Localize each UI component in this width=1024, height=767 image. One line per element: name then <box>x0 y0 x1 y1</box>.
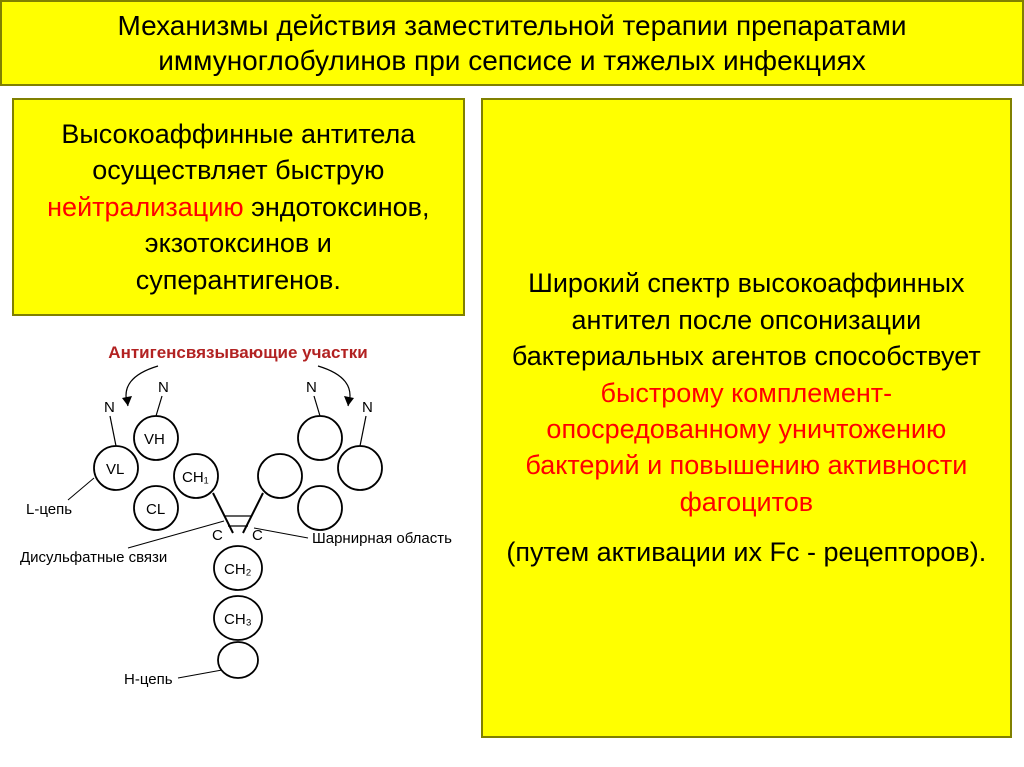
n-line-3 <box>314 396 320 416</box>
n-line-2 <box>156 396 162 416</box>
c-label-l: C <box>212 527 223 544</box>
vl-label: VL <box>106 461 124 478</box>
vh-label: VH <box>144 431 165 448</box>
left-text-box: Высокоаффинные антитела осуществляет быс… <box>12 98 465 316</box>
vh-lobe-r <box>298 416 342 460</box>
n-label-4: N <box>362 399 373 416</box>
cl-lobe-r <box>298 486 342 530</box>
right-column: Широкий спектр высокоаффинных антител по… <box>481 98 1012 738</box>
hinge-label: Шарнирная область <box>312 530 452 547</box>
right-text-highlight: быстрому комплемент-опосредованному унич… <box>525 378 967 517</box>
arrow-right <box>318 366 350 406</box>
ch3-label: CH₃ <box>224 611 252 628</box>
lchain-label: L-цепь <box>26 501 72 518</box>
ch2-label: CH₂ <box>224 561 252 578</box>
left-text-pre: Высокоаффинные антитела осуществляет быс… <box>61 119 415 185</box>
hchain-line <box>178 670 222 678</box>
right-text-box: Широкий спектр высокоаффинных антител по… <box>481 98 1012 738</box>
n-label-1: N <box>104 399 115 416</box>
antibody-svg: Антигенсвязывающие участки VL VH CL CH₁ <box>18 338 458 688</box>
bottom-lobe <box>218 642 258 678</box>
arrow-right-head <box>344 396 354 406</box>
right-text-pre: Широкий спектр высокоаффинных антител по… <box>512 268 981 371</box>
n-line-4 <box>360 416 366 446</box>
ch1-label: CH₁ <box>182 469 209 486</box>
left-column: Высокоаффинные антитела осуществляет быс… <box>12 98 465 738</box>
slide-content: Высокоаффинные антитела осуществляет быс… <box>0 86 1024 750</box>
slide-title: Механизмы действия заместительной терапи… <box>117 10 906 76</box>
cl-label: CL <box>146 501 165 518</box>
arrow-left <box>126 366 158 406</box>
vl-lobe-r <box>338 446 382 490</box>
right-text-note: (путем активации их Fc - рецепторов). <box>501 534 992 570</box>
n-label-3: N <box>306 379 317 396</box>
slide-title-bar: Механизмы действия заместительной терапи… <box>0 0 1024 86</box>
antibody-diagram: Антигенсвязывающие участки VL VH CL CH₁ <box>12 332 465 738</box>
n-label-2: N <box>158 379 169 396</box>
lchain-line <box>68 478 94 500</box>
ch1-lobe-r <box>258 454 302 498</box>
hchain-label: H-цепь <box>124 671 173 688</box>
arrow-left-head <box>122 396 132 406</box>
n-line-1 <box>110 416 116 446</box>
diagram-title: Антигенсвязывающие участки <box>109 343 368 362</box>
right-text-main: Широкий спектр высокоаффинных антител по… <box>501 265 992 520</box>
left-text-highlight: нейтрализацию <box>47 192 243 222</box>
disulfide-label: Дисульфатные связи <box>20 549 167 566</box>
